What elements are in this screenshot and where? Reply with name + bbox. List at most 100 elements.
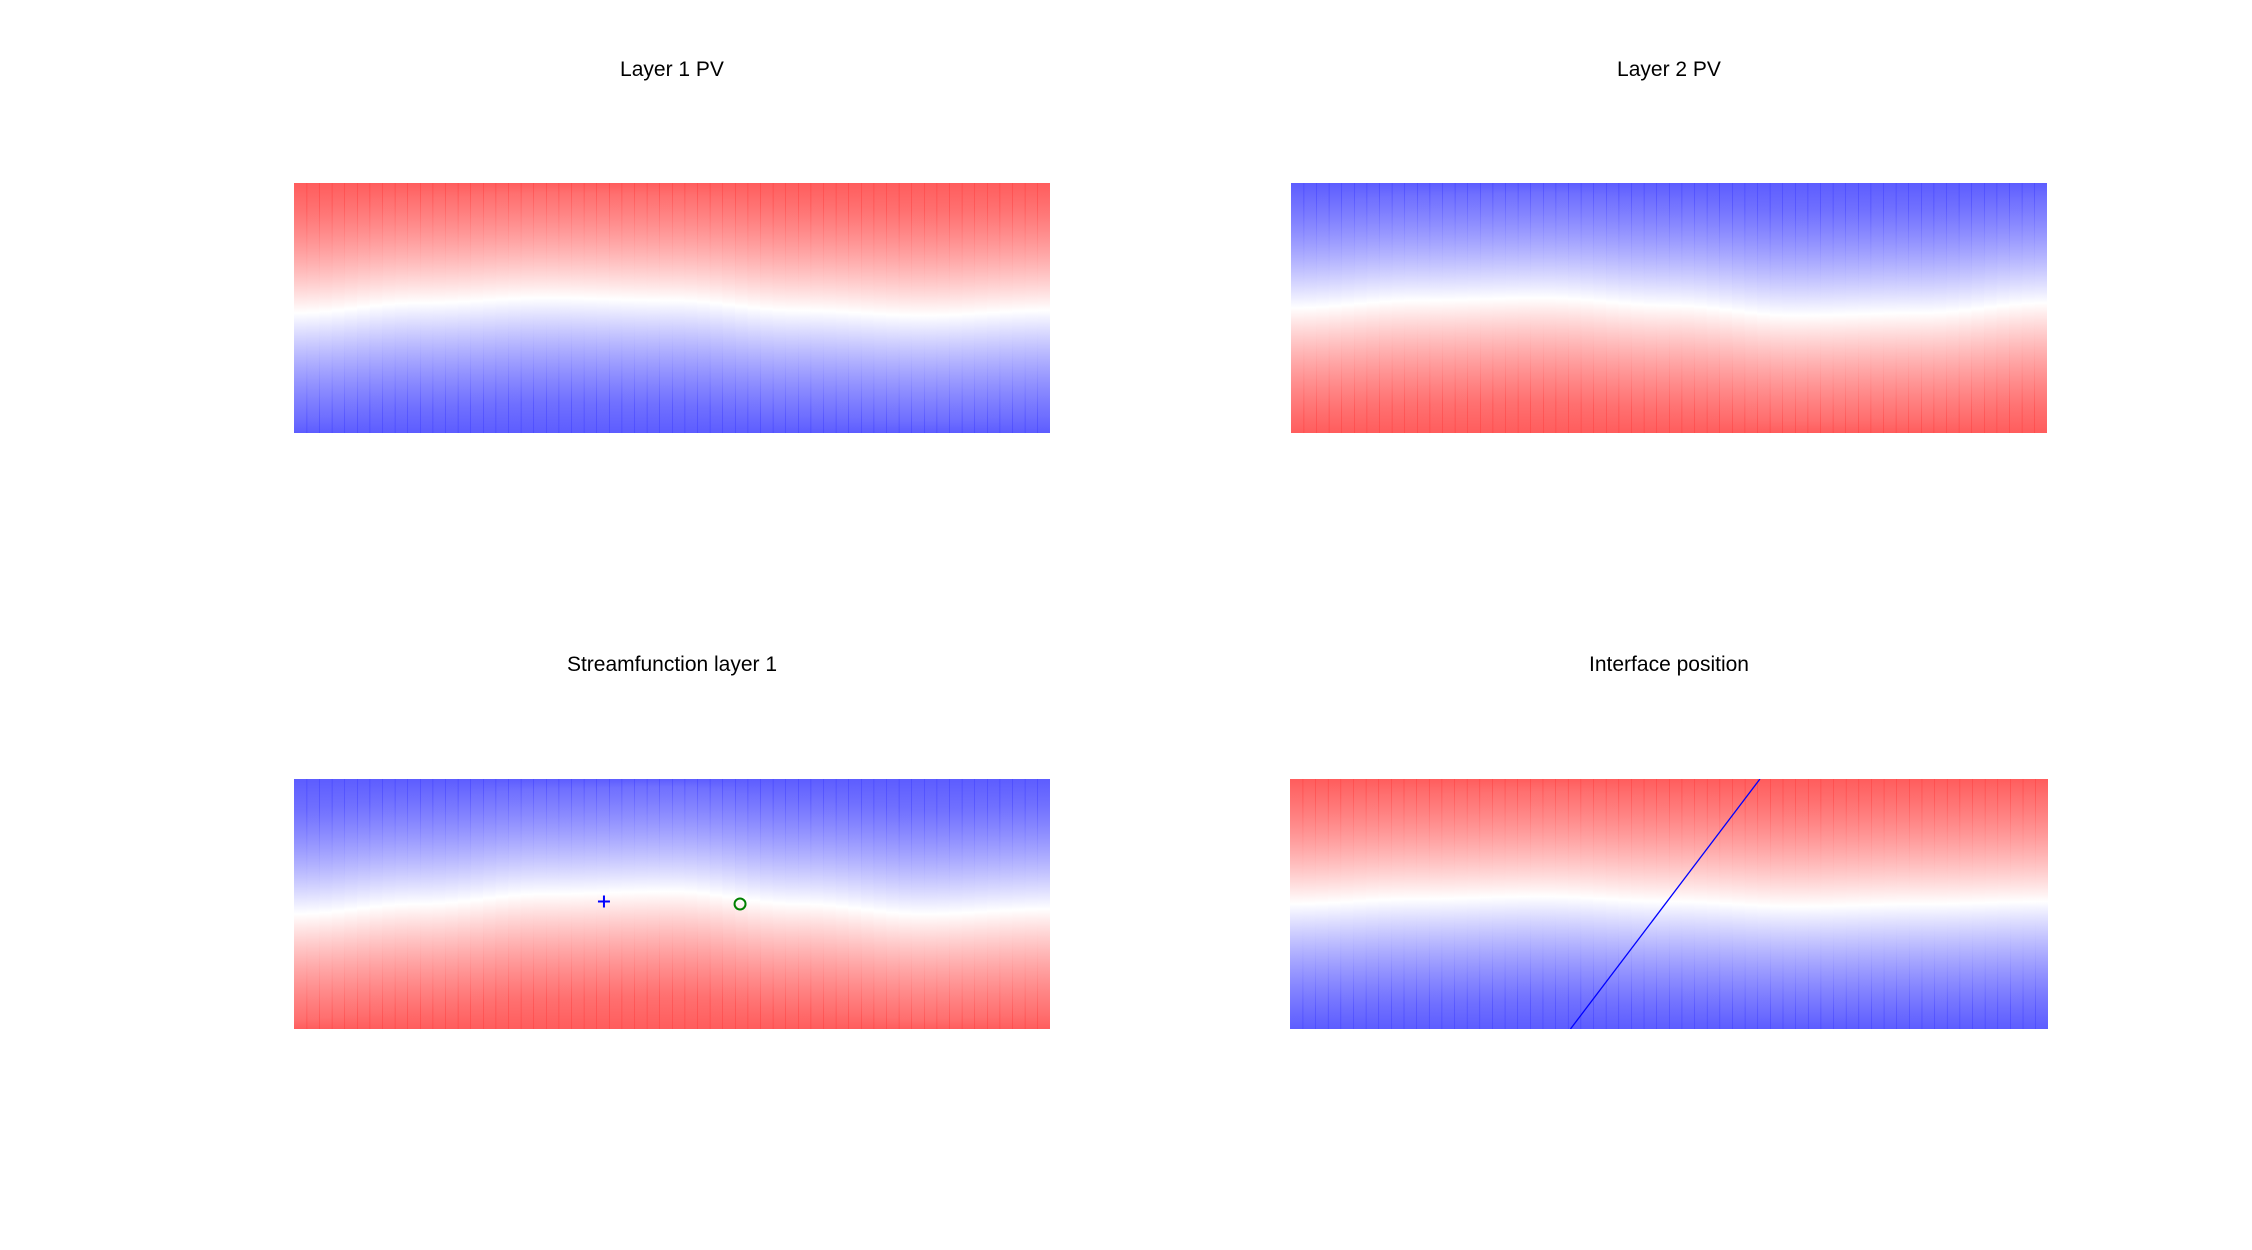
heatmap-column <box>873 183 887 433</box>
heatmap-column <box>747 779 761 1029</box>
heatmap-column <box>1517 183 1531 433</box>
heatmap-column <box>1479 779 1493 1029</box>
heatmap-column <box>936 779 950 1029</box>
heatmap-column <box>1757 779 1771 1029</box>
heatmap-column <box>1505 183 1519 433</box>
heatmap-column <box>1845 183 1859 433</box>
heatmap-column <box>294 183 308 433</box>
heatmap-column <box>2010 779 2024 1029</box>
heatmap-column <box>772 779 786 1029</box>
interface-position-plot <box>1290 779 2048 1029</box>
heatmap-column <box>1807 779 1822 1029</box>
heatmap-column <box>382 183 396 433</box>
heatmap-column <box>520 183 534 433</box>
heatmap-column <box>1555 779 1569 1029</box>
heatmap-column <box>2035 779 2048 1029</box>
heatmap-column <box>672 183 686 433</box>
heatmap-column <box>2009 183 2023 433</box>
heatmap-column <box>319 779 333 1029</box>
layer1-pv-plot <box>294 183 1050 433</box>
heatmap-column <box>1442 183 1456 433</box>
plus-marker <box>597 895 610 908</box>
heatmap-column <box>357 183 371 433</box>
heatmap-column <box>709 779 723 1029</box>
heatmap-column <box>1454 779 1468 1029</box>
heatmap-column <box>1024 779 1038 1029</box>
heatmap-column <box>873 779 887 1029</box>
layer1-pv-panel: Layer 1 PV <box>294 58 1050 438</box>
heatmap-column <box>1744 779 1759 1029</box>
heatmap-column <box>999 779 1013 1029</box>
heatmap-column <box>369 779 383 1029</box>
heatmap-column <box>457 183 471 433</box>
heatmap-column <box>1820 779 1834 1029</box>
heatmap-column <box>407 183 421 433</box>
heatmap-column <box>1631 183 1645 433</box>
heatmap-column <box>1656 183 1670 433</box>
heatmap-column <box>1416 779 1430 1029</box>
heatmap-column <box>470 183 484 433</box>
heatmap-column <box>369 183 383 433</box>
heatmap-column <box>1291 183 1305 433</box>
heatmap-column <box>709 183 723 433</box>
heatmap-column <box>1694 779 1708 1029</box>
heatmap-column <box>1303 183 1317 433</box>
heatmap-column <box>936 183 950 433</box>
heatmap-column <box>684 183 698 433</box>
heatmap-column <box>583 183 597 433</box>
heatmap-column <box>1618 183 1632 433</box>
heatmap-column <box>684 779 698 1029</box>
heatmap-column <box>1769 183 1783 433</box>
heatmap-column <box>848 183 862 433</box>
heatmap-column <box>1669 183 1683 433</box>
heatmap-column <box>1959 779 1973 1029</box>
heatmap-column <box>1618 779 1632 1029</box>
heatmap-column <box>394 779 408 1029</box>
heatmap-column <box>1958 183 1972 433</box>
heatmap-column <box>810 183 824 433</box>
heatmap-column <box>898 779 912 1029</box>
heatmap-column <box>1946 183 1960 433</box>
heatmap-column <box>1504 779 1518 1029</box>
heatmap-column <box>445 183 459 433</box>
heatmap-column <box>1466 779 1481 1029</box>
heatmap-column <box>1972 779 1986 1029</box>
heatmap-column <box>1694 183 1708 433</box>
heatmap-column <box>646 779 660 1029</box>
heatmap-column <box>911 779 925 1029</box>
heatmap-column <box>949 183 963 433</box>
layer2-pv-plot <box>1291 183 2047 433</box>
heatmap-column <box>1024 183 1038 433</box>
heatmap-column <box>407 779 421 1029</box>
heatmap-column <box>634 779 648 1029</box>
heatmap-column <box>747 183 761 433</box>
heatmap-column <box>722 183 736 433</box>
heatmap-column <box>974 779 988 1029</box>
heatmap-column <box>1391 183 1405 433</box>
heatmap-column <box>1429 183 1443 433</box>
heatmap-column <box>1567 779 1582 1029</box>
heatmap-column <box>697 183 711 433</box>
heatmap-column <box>357 779 371 1029</box>
heatmap-column <box>861 779 875 1029</box>
heatmap-column <box>621 183 635 433</box>
heatmap-column <box>546 779 560 1029</box>
heatmap-column <box>1656 779 1670 1029</box>
heatmap-column <box>1341 183 1355 433</box>
heatmap-column <box>306 779 320 1029</box>
heatmap-column <box>886 183 900 433</box>
layer1-pv-title: Layer 1 PV <box>620 58 724 81</box>
heatmap-column <box>1492 183 1506 433</box>
heatmap-column <box>1921 779 1935 1029</box>
heatmap-column <box>1820 183 1834 433</box>
heatmap-column <box>911 183 925 433</box>
heatmap-column <box>344 779 358 1029</box>
heatmap-column <box>1315 779 1329 1029</box>
heatmap-column <box>1517 779 1531 1029</box>
heatmap-column <box>1012 779 1026 1029</box>
streamfunction-plot <box>294 779 1050 1029</box>
heatmap-column <box>394 183 408 433</box>
heatmap-column <box>1492 779 1506 1029</box>
heatmap-column <box>1391 779 1405 1029</box>
heatmap-column <box>1858 183 1872 433</box>
